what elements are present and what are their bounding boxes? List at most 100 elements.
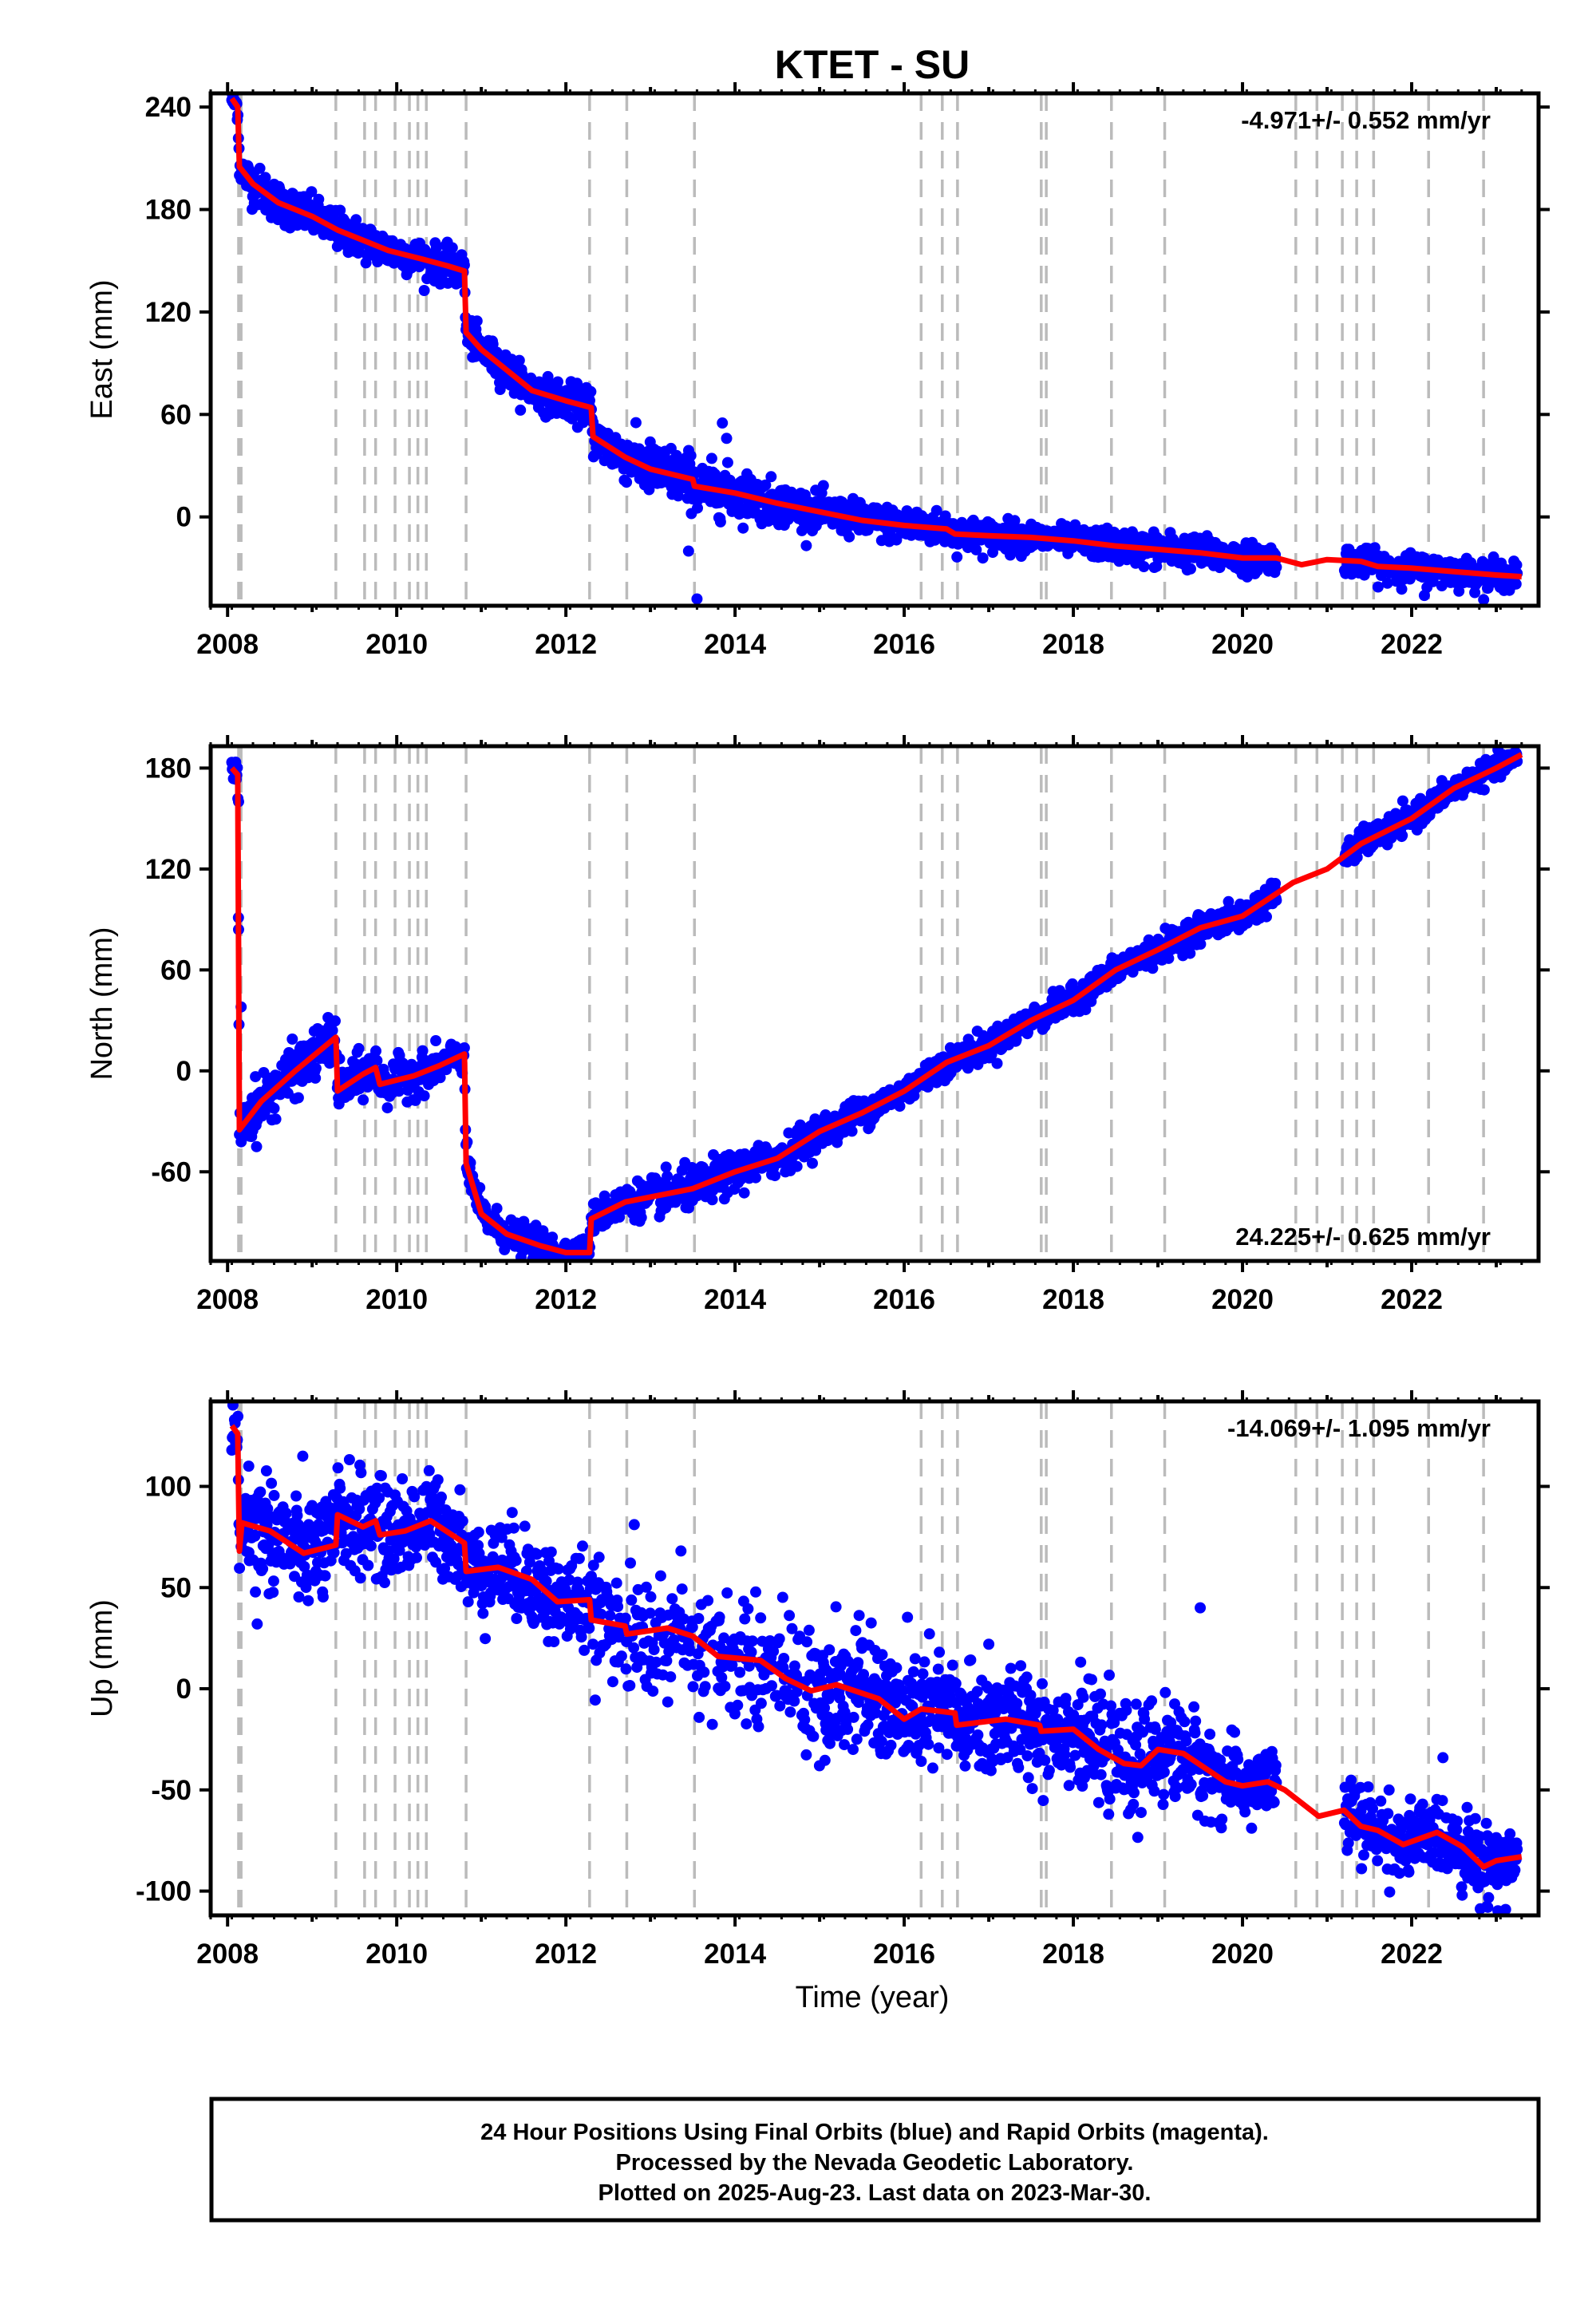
y-axis-label: East (mm) <box>85 279 119 419</box>
data-point <box>430 1035 442 1046</box>
data-point <box>494 384 506 395</box>
data-point <box>292 1092 304 1104</box>
plot-area <box>226 1401 1523 1915</box>
data-point <box>310 1062 322 1074</box>
x-tick-label: 2008 <box>196 629 259 660</box>
data-point <box>409 1094 421 1106</box>
data-point <box>310 1072 322 1084</box>
data-point <box>361 1081 373 1093</box>
data-point <box>227 1401 239 1411</box>
data-point <box>418 285 430 296</box>
plot-area <box>226 746 1523 1279</box>
data-point <box>259 172 271 184</box>
x-tick-label: 2012 <box>535 629 597 660</box>
data-point <box>614 1211 626 1223</box>
data-point <box>1261 911 1272 923</box>
data-point <box>977 552 989 564</box>
north-panel: 2008 2010 2012 2014 2016 2018 2020 202218012060… <box>85 735 1550 1315</box>
data-point <box>286 1034 298 1045</box>
y-tick-label: 0 <box>176 1056 192 1087</box>
data-points <box>226 746 1523 1279</box>
data-point <box>1184 947 1196 959</box>
data-points <box>226 1401 1523 1915</box>
data-point <box>643 484 655 496</box>
data-point <box>660 1161 672 1173</box>
data-point <box>1369 542 1381 554</box>
x-tick-label: 2022 <box>1381 1284 1443 1315</box>
data-point <box>1510 578 1522 590</box>
outlier-point <box>721 433 733 445</box>
y-tick-label: 120 <box>145 854 192 885</box>
data-point <box>330 1015 341 1027</box>
data-point <box>234 1563 246 1574</box>
data-point <box>513 354 525 366</box>
data-point <box>846 1125 858 1137</box>
data-point <box>267 1587 279 1599</box>
data-point <box>1396 583 1408 595</box>
data-point <box>584 394 595 406</box>
data-point <box>692 502 703 514</box>
data-point <box>1381 577 1393 589</box>
data-point <box>268 1489 280 1501</box>
x-tick-label: 2010 <box>365 629 428 660</box>
y-tick-label: 180 <box>145 753 192 784</box>
data-point <box>358 1094 369 1106</box>
data-point <box>250 1586 262 1598</box>
data-point <box>1147 962 1159 974</box>
x-tick-label: 2010 <box>365 1284 428 1315</box>
data-point <box>630 417 642 429</box>
x-tick-label: 2014 <box>704 629 766 660</box>
data-point <box>306 186 318 198</box>
data-point <box>1195 939 1207 950</box>
data-point <box>518 1215 530 1227</box>
data-point <box>1396 829 1408 841</box>
data-point <box>353 1042 365 1054</box>
up-panel: 2008 2010 2012 2014 2016 2018 2020 2022100500-5… <box>85 1390 1550 1970</box>
data-point <box>568 1268 579 1279</box>
data-point <box>267 1575 279 1587</box>
data-point <box>662 1170 674 1182</box>
figure-title: KTET - SU <box>775 42 970 87</box>
panel-frame <box>208 744 1541 1263</box>
x-tick-label: 2012 <box>535 1284 597 1315</box>
data-point <box>1223 895 1235 907</box>
data-point <box>268 1102 280 1114</box>
x-tick-label: 2018 <box>1042 1284 1104 1315</box>
data-point <box>393 1085 405 1097</box>
y-axis-label: North (mm) <box>85 927 119 1080</box>
data-point <box>800 539 812 551</box>
data-point <box>326 1025 338 1037</box>
data-points <box>226 93 1523 606</box>
data-point <box>970 543 982 555</box>
data-point <box>769 1170 781 1182</box>
data-point <box>371 1055 383 1066</box>
data-point <box>255 1486 267 1498</box>
data-point <box>817 480 829 492</box>
x-tick-label: 2008 <box>196 1284 259 1315</box>
y-tick-label: 240 <box>145 92 192 123</box>
data-point <box>1163 952 1175 964</box>
data-point <box>381 1102 393 1114</box>
data-point <box>250 1071 262 1083</box>
data-point <box>951 551 963 563</box>
data-point <box>1372 581 1384 593</box>
rate-label: -4.971+/- 0.552 mm/yr <box>1241 106 1491 134</box>
data-point <box>350 214 362 226</box>
data-point <box>843 531 855 543</box>
data-point <box>254 162 266 174</box>
data-point <box>577 417 589 429</box>
data-point <box>930 504 942 516</box>
data-point <box>251 1140 263 1152</box>
data-point <box>270 1113 282 1125</box>
data-point <box>232 1410 244 1422</box>
data-point <box>685 449 697 461</box>
data-point <box>266 1477 278 1489</box>
outlier-point <box>691 593 703 605</box>
data-point <box>491 1203 503 1215</box>
panel-frame <box>208 91 1541 608</box>
x-tick-label: 2016 <box>873 629 935 660</box>
east-panel: 2008 2010 2012 2014 2016 2018 2020 202224018012… <box>85 82 1550 660</box>
data-point <box>1478 594 1490 606</box>
data-point <box>714 516 726 528</box>
y-tick-label: -60 <box>151 1156 192 1188</box>
